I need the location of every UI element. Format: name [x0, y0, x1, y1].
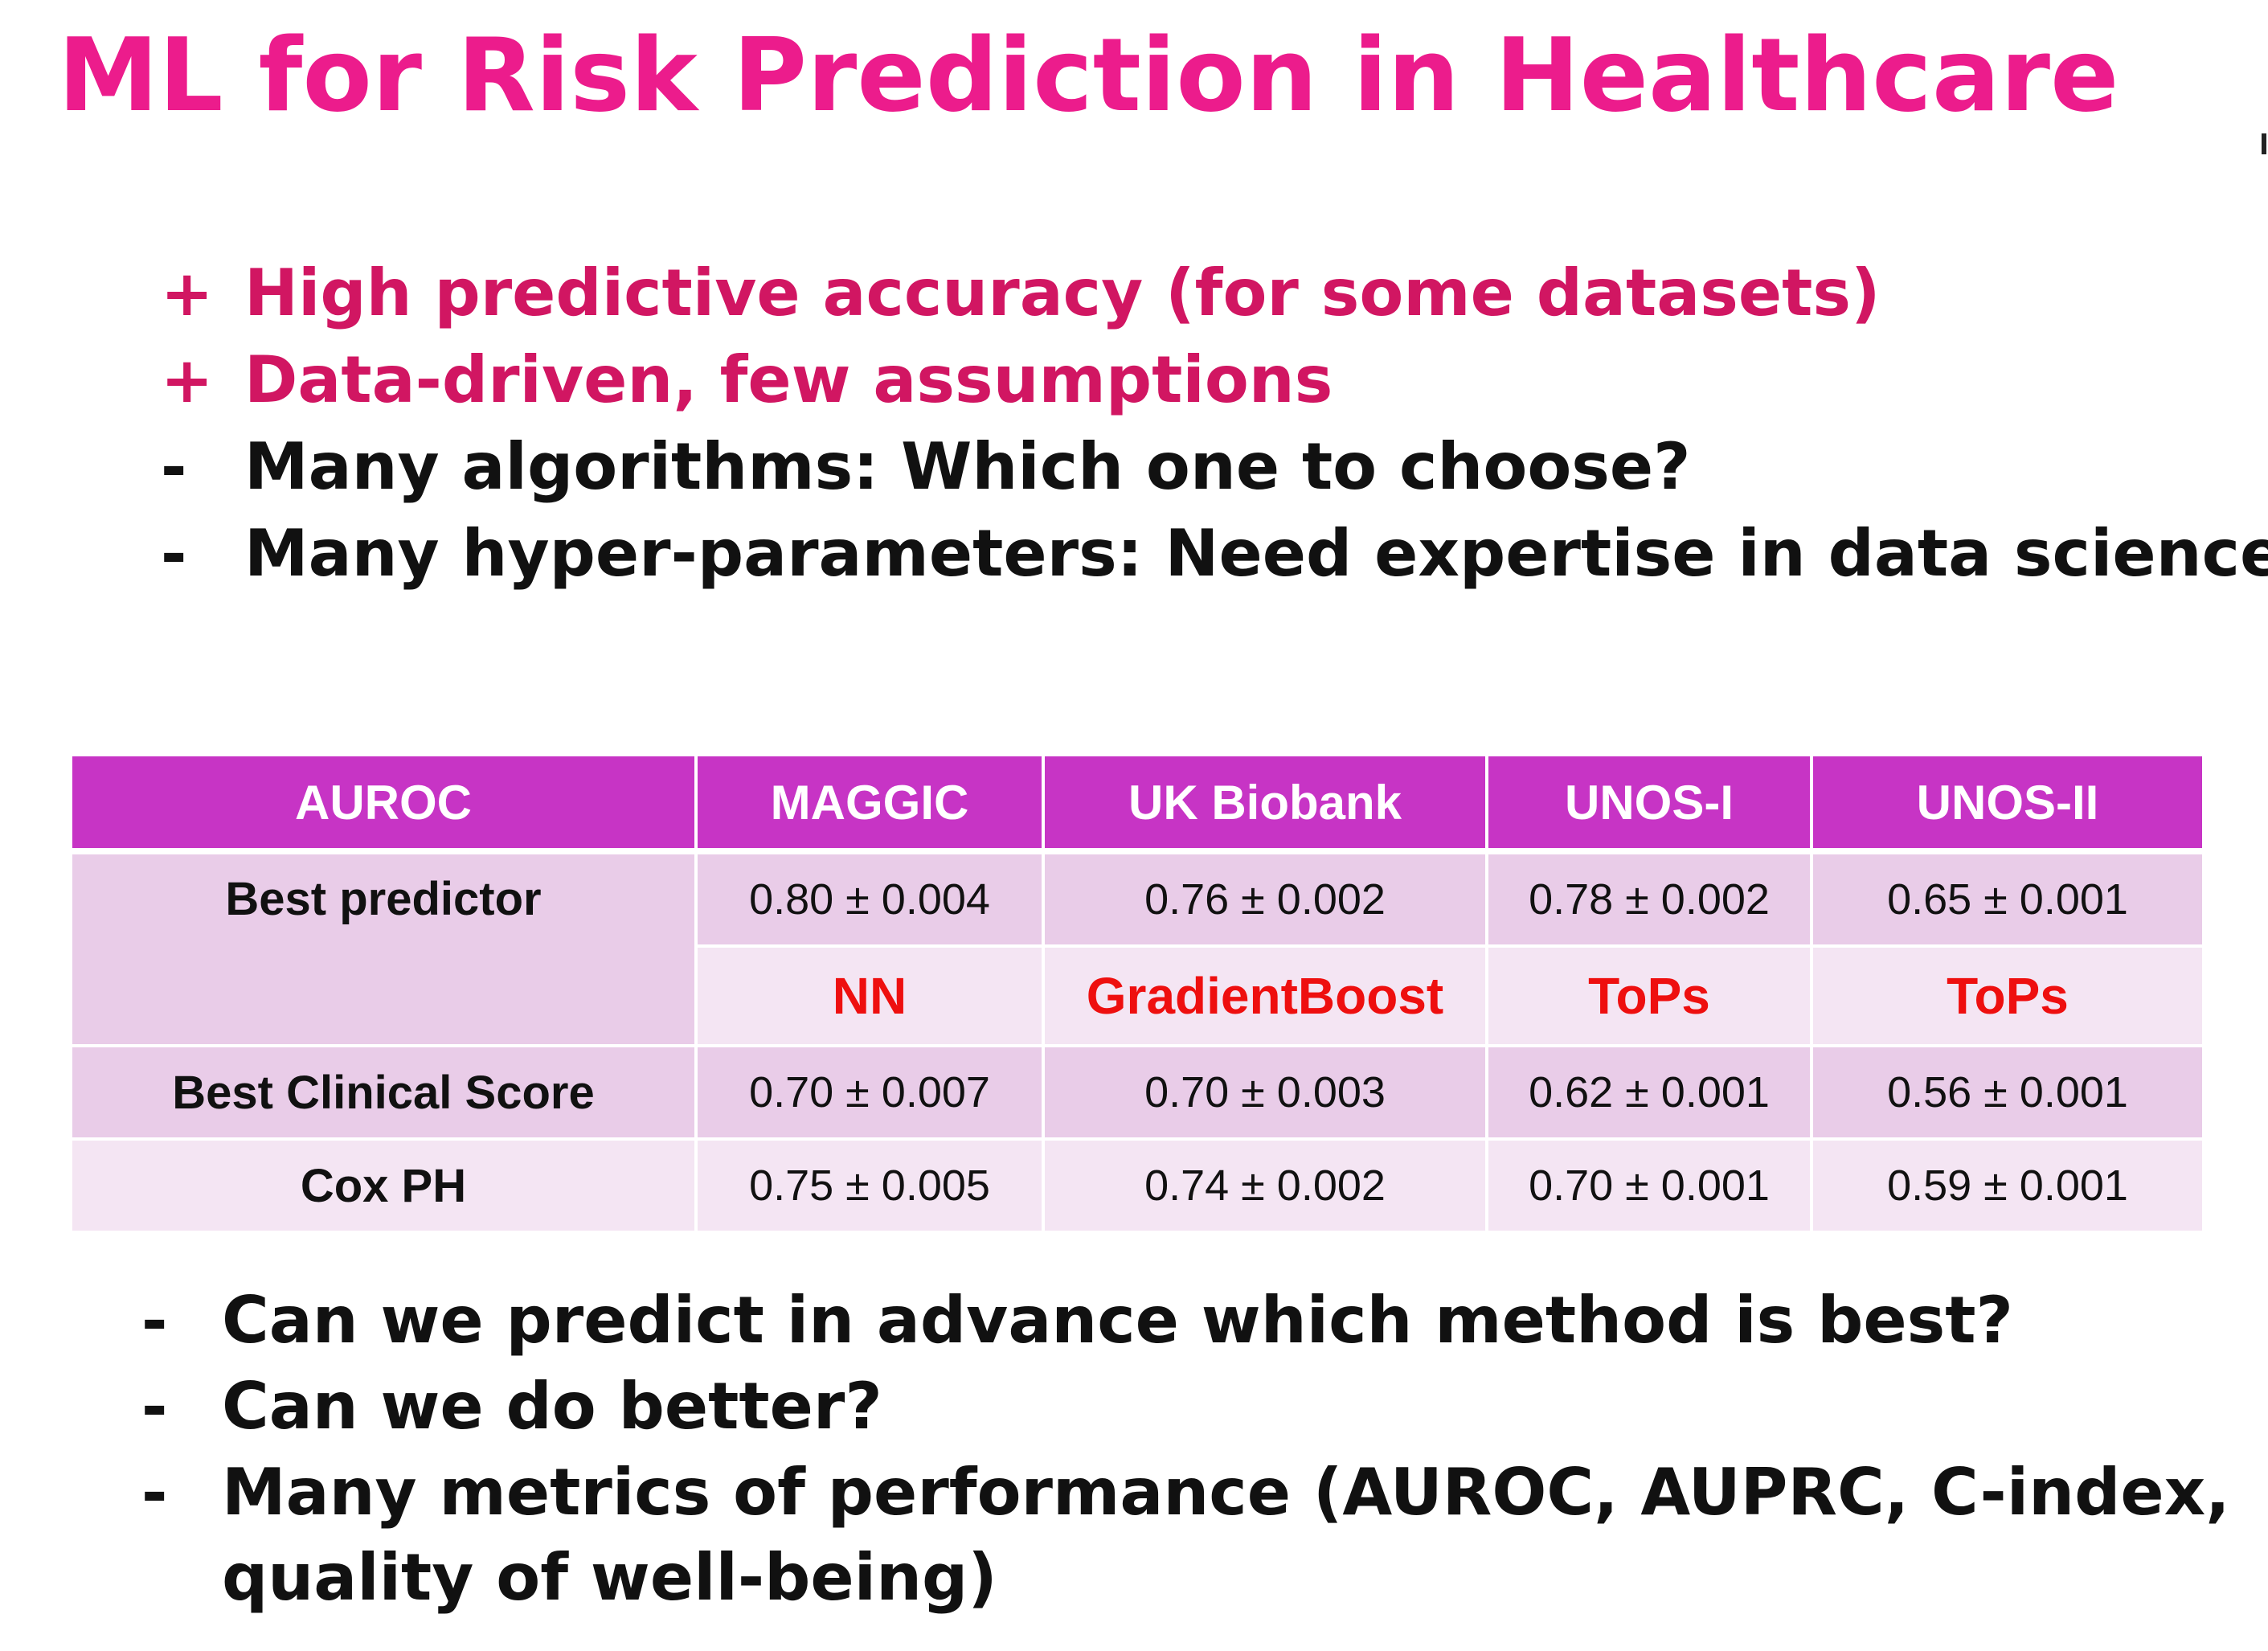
header-auroc: AUROC: [72, 756, 698, 854]
cell-value: 0.65 ± 0.001: [1813, 854, 2202, 948]
question-text: Can we do better?: [222, 1369, 882, 1444]
method-cell: ToPs: [1813, 948, 2202, 1047]
pros-cons-list: + High predictive accuracy (for some dat…: [161, 256, 2268, 603]
header-uk-biobank: UK Biobank: [1045, 756, 1488, 854]
minus-marker: -: [161, 518, 187, 591]
questions-list: - Can we predict in advance which method…: [141, 1278, 2263, 1620]
table-row-cox-ph: Cox PH 0.75 ± 0.005 0.74 ± 0.002 0.70 ± …: [72, 1141, 2202, 1234]
cell-value: 0.56 ± 0.001: [1813, 1047, 2202, 1141]
cell-value: 0.59 ± 0.001: [1813, 1141, 2202, 1234]
auroc-table-container: AUROC MAGGIC UK Biobank UNOS-I UNOS-II B…: [72, 756, 2202, 1234]
minus-marker: -: [141, 1371, 168, 1444]
question-item: - Can we predict in advance which method…: [141, 1278, 2263, 1364]
minus-marker: -: [141, 1457, 168, 1530]
con-item: - Many algorithms: Which one to choose?: [161, 429, 2268, 516]
question-text: Can we predict in advance which method i…: [222, 1283, 2013, 1358]
plus-marker: +: [161, 345, 214, 417]
method-cell: GradientBoost: [1045, 948, 1488, 1047]
header-maggic: MAGGIC: [698, 756, 1045, 854]
edge-marker: [2262, 133, 2266, 154]
method-cell: ToPs: [1488, 948, 1813, 1047]
row-label-best-clinical-score: Best Clinical Score: [72, 1047, 698, 1141]
cell-value: 0.70 ± 0.007: [698, 1047, 1045, 1141]
plus-marker: +: [161, 258, 214, 330]
con-item: - Many hyper-parameters: Need expertise …: [161, 516, 2268, 603]
auroc-table: AUROC MAGGIC UK Biobank UNOS-I UNOS-II B…: [72, 756, 2202, 1234]
con-text: Many algorithms: Which one to choose?: [244, 429, 1691, 504]
cell-value: 0.70 ± 0.003: [1045, 1047, 1488, 1141]
table-row-best-method: NN GradientBoost ToPs ToPs: [72, 948, 2202, 1047]
header-unos-ii: UNOS-II: [1813, 756, 2202, 854]
con-text: Many hyper-parameters: Need expertise in…: [244, 516, 2268, 591]
pro-item: + High predictive accuracy (for some dat…: [161, 256, 2268, 342]
minus-marker: -: [161, 432, 187, 504]
question-item: - Can we do better?: [141, 1364, 2263, 1450]
row-label-best-predictor: Best predictor: [72, 854, 698, 1047]
pro-text: High predictive accuracy (for some datas…: [244, 256, 1881, 330]
pro-text: Data-driven, few assumptions: [244, 342, 1333, 417]
cell-value: 0.74 ± 0.002: [1045, 1141, 1488, 1234]
question-item: - Many metrics of performance (AUROC, AU…: [141, 1450, 2263, 1620]
method-cell: NN: [698, 948, 1045, 1047]
cell-value: 0.78 ± 0.002: [1488, 854, 1813, 948]
cell-value: 0.80 ± 0.004: [698, 854, 1045, 948]
slide-title: ML for Risk Prediction in Healthcare: [58, 16, 2119, 134]
cell-value: 0.62 ± 0.001: [1488, 1047, 1813, 1141]
cell-value: 0.76 ± 0.002: [1045, 854, 1488, 948]
minus-marker: -: [141, 1285, 168, 1358]
header-unos-i: UNOS-I: [1488, 756, 1813, 854]
row-label-cox-ph: Cox PH: [72, 1141, 698, 1234]
table-row-best-clinical-score: Best Clinical Score 0.70 ± 0.007 0.70 ± …: [72, 1047, 2202, 1141]
table-row-best-predictor: Best predictor 0.80 ± 0.004 0.76 ± 0.002…: [72, 854, 2202, 1047]
pro-item: + Data-driven, few assumptions: [161, 342, 2268, 429]
table-header-row: AUROC MAGGIC UK Biobank UNOS-I UNOS-II: [72, 756, 2202, 854]
question-text: Many metrics of performance (AUROC, AUPR…: [222, 1455, 2230, 1615]
cell-value: 0.70 ± 0.001: [1488, 1141, 1813, 1234]
cell-value: 0.75 ± 0.005: [698, 1141, 1045, 1234]
